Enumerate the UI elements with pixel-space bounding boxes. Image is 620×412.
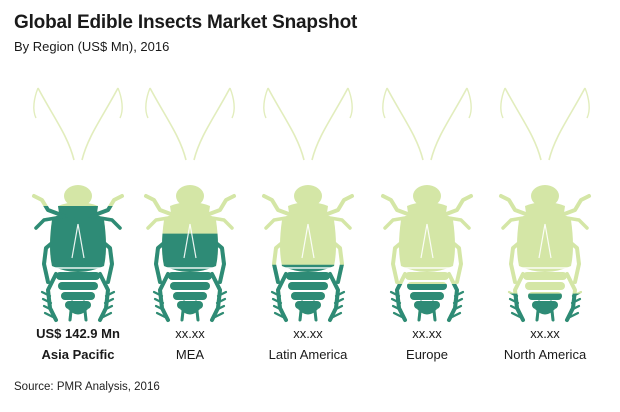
insect-icon — [499, 87, 591, 322]
category-label: Latin America — [269, 347, 349, 362]
insect-icon — [32, 87, 124, 322]
value-label: xx.xx — [293, 326, 323, 341]
insect-icon — [144, 87, 236, 322]
chart-title: Global Edible Insects Market Snapshot — [14, 12, 358, 33]
category-label: Europe — [406, 347, 448, 362]
source-note: Source: PMR Analysis, 2016 — [14, 381, 160, 393]
category-label: North America — [504, 347, 587, 362]
insect-pictograph: US$ 142.9 Mn Asia Pacific xx.xx MEA xx.xx Lat… — [32, 87, 591, 362]
chart-subtitle: By Region (US$ Mn), 2016 — [14, 39, 170, 54]
value-label: xx.xx — [175, 326, 205, 341]
category-label: Asia Pacific — [42, 347, 115, 362]
category-label: MEA — [176, 347, 205, 362]
insect-fill-level — [389, 284, 465, 322]
insect-fill-level — [270, 264, 346, 322]
insect-base — [499, 87, 591, 322]
insect-icon — [262, 87, 354, 322]
value-label: xx.xx — [412, 326, 442, 341]
value-label: xx.xx — [530, 326, 560, 341]
insect-icon — [381, 87, 473, 322]
value-label: US$ 142.9 Mn — [36, 326, 120, 341]
insect-fill-level — [508, 293, 582, 322]
insect-fill-level — [34, 206, 122, 322]
insect-fill-level — [152, 233, 228, 322]
